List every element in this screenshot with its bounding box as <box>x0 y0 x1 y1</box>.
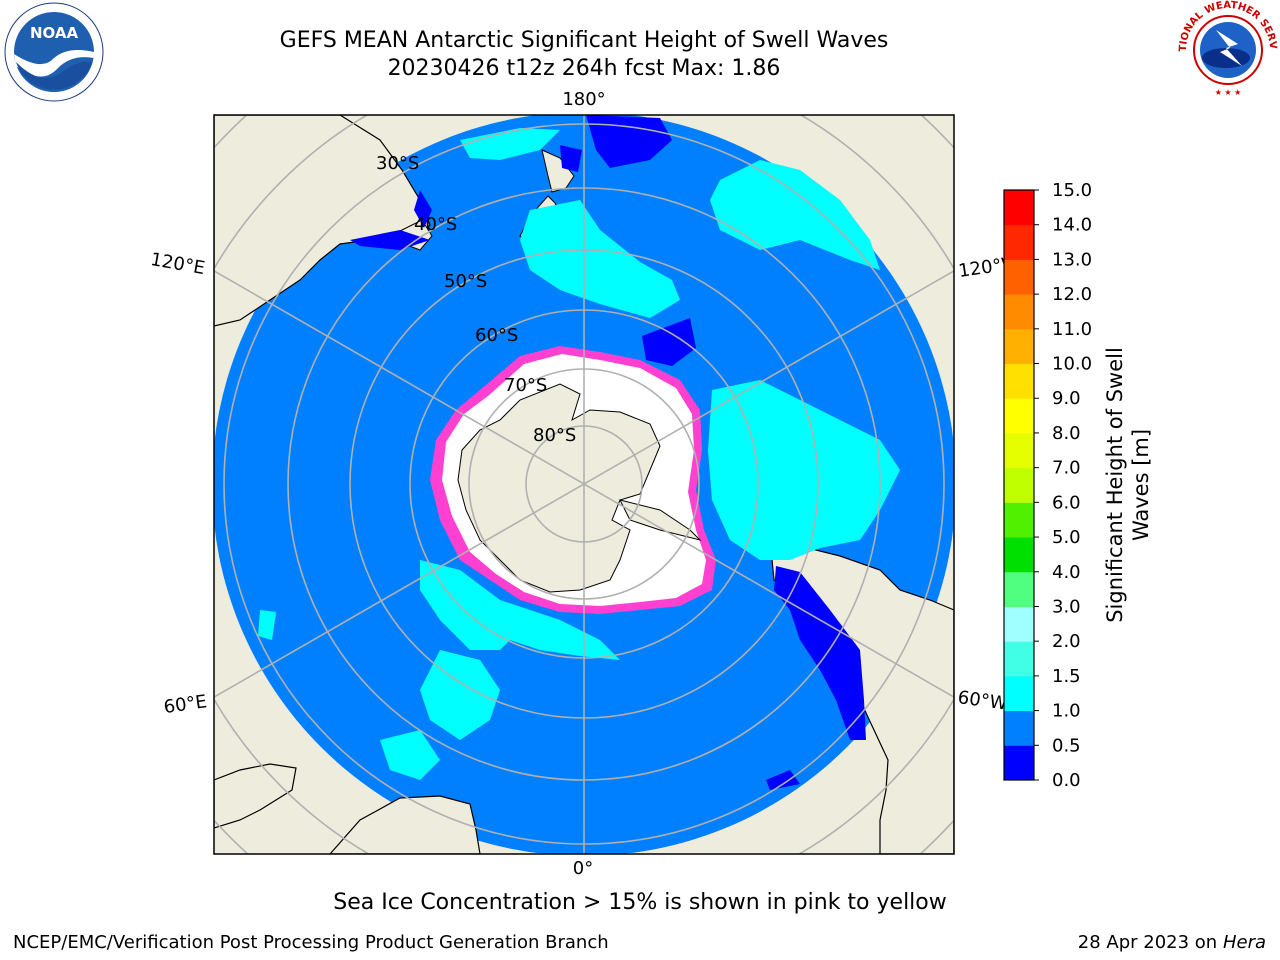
colorbar-tick-label: 14.0 <box>1052 215 1092 236</box>
antarctica <box>430 346 716 614</box>
colorbar-tick-label: 12.0 <box>1052 284 1092 305</box>
colorbar-tick-label: 4.0 <box>1052 562 1081 583</box>
lat-label-40s: 40°S <box>414 214 457 235</box>
colorbar-swatch <box>1004 224 1034 260</box>
noaa-logo: NOAA <box>4 2 104 102</box>
map-title: GEFS MEAN Antarctic Significant Height o… <box>279 28 889 53</box>
colorbar-label: Significant Height of Swell Waves [m] <box>1102 347 1154 623</box>
noaa-logo-text: NOAA <box>30 24 79 42</box>
colorbar-tick-label: 10.0 <box>1052 354 1092 375</box>
nws-stars: ★ ★ ★ <box>1215 88 1242 97</box>
colorbar-tick-label: 7.0 <box>1052 458 1081 479</box>
colorbar-swatch <box>1004 710 1034 746</box>
nws-logo: NATIONAL WEATHER SERVICE ★ ★ ★ <box>1176 0 1278 98</box>
colorbar-swatch <box>1004 432 1034 469</box>
colorbar-swatch <box>1004 398 1034 434</box>
lat-label-60s: 60°S <box>475 325 518 346</box>
footer-host: Hera <box>1222 932 1266 953</box>
colorbar-tick-label: 13.0 <box>1052 249 1092 270</box>
colorbar-tick-label: 2.0 <box>1052 631 1081 652</box>
colorbar-swatch <box>1004 190 1034 226</box>
colorbar-tick-label: 1.0 <box>1052 701 1081 722</box>
footer-credit: NCEP/EMC/Verification Post Processing Pr… <box>13 932 609 953</box>
lat-label-80s: 80°S <box>533 425 576 446</box>
meridians <box>214 115 954 854</box>
colorbar-tick-label: 5.0 <box>1052 527 1081 548</box>
map-subtitle: 20230426 t12z 264h fcst Max: 1.86 <box>387 56 781 81</box>
colorbar-tick-label: 15.0 <box>1052 180 1092 201</box>
lon-label-60e: 60°E <box>162 691 208 718</box>
colorbar-swatch <box>1004 675 1034 712</box>
lon-label-180: 180° <box>562 89 605 110</box>
lon-label-120e: 120°E <box>149 249 207 279</box>
colorbar-label-line1: Significant Height of Swell <box>1103 347 1127 623</box>
map-frame <box>213 114 955 855</box>
colorbar-swatch <box>1004 467 1034 503</box>
colorbar-tick-label: 6.0 <box>1052 492 1081 513</box>
lat-label-70s: 70°S <box>504 375 547 396</box>
colorbar-label-line2: Waves [m] <box>1129 428 1153 542</box>
map-content <box>214 115 954 854</box>
colorbar-tick-label: 9.0 <box>1052 388 1081 409</box>
colorbar-swatch <box>1004 641 1034 677</box>
colorbar-swatch <box>1004 259 1034 295</box>
colorbar-swatch <box>1004 502 1034 538</box>
colorbar-tick-label: 3.0 <box>1052 596 1081 617</box>
colorbar-swatch <box>1004 294 1034 330</box>
colorbar-swatch <box>1004 537 1034 573</box>
lat-label-30s: 30°S <box>376 153 419 174</box>
colorbar-tick-label: 11.0 <box>1052 319 1092 340</box>
colorbar-tick-label: 0.5 <box>1052 735 1081 756</box>
colorbar-swatch <box>1004 328 1034 365</box>
colorbar-tick-label: 1.5 <box>1052 666 1081 687</box>
colorbar-swatch <box>1004 571 1034 607</box>
lon-label-60w: 60°W <box>956 687 1008 715</box>
sea-ice-note: Sea Ice Concentration > 15% is shown in … <box>333 890 947 915</box>
colorbar-swatch <box>1004 745 1034 781</box>
footer-date-text: 28 Apr 2023 on <box>1077 932 1223 953</box>
colorbar-frame <box>1003 189 1035 781</box>
colorbar-tick-label: 0.0 <box>1052 770 1081 791</box>
footer-date: 28 Apr 2023 on Hera <box>1078 932 1266 953</box>
lon-label-0: 0° <box>573 858 593 879</box>
colorbar-tick-label: 8.0 <box>1052 423 1081 444</box>
colorbar: 15.0 14.0 13.0 12.0 11.0 10.0 9.0 8.0 7.0 6.0 5.0 4… <box>1003 180 1092 791</box>
swell-low-patches <box>350 115 866 790</box>
colorbar-swatch <box>1004 606 1034 642</box>
lat-label-50s: 50°S <box>444 271 487 292</box>
colorbar-swatch <box>1004 363 1034 399</box>
